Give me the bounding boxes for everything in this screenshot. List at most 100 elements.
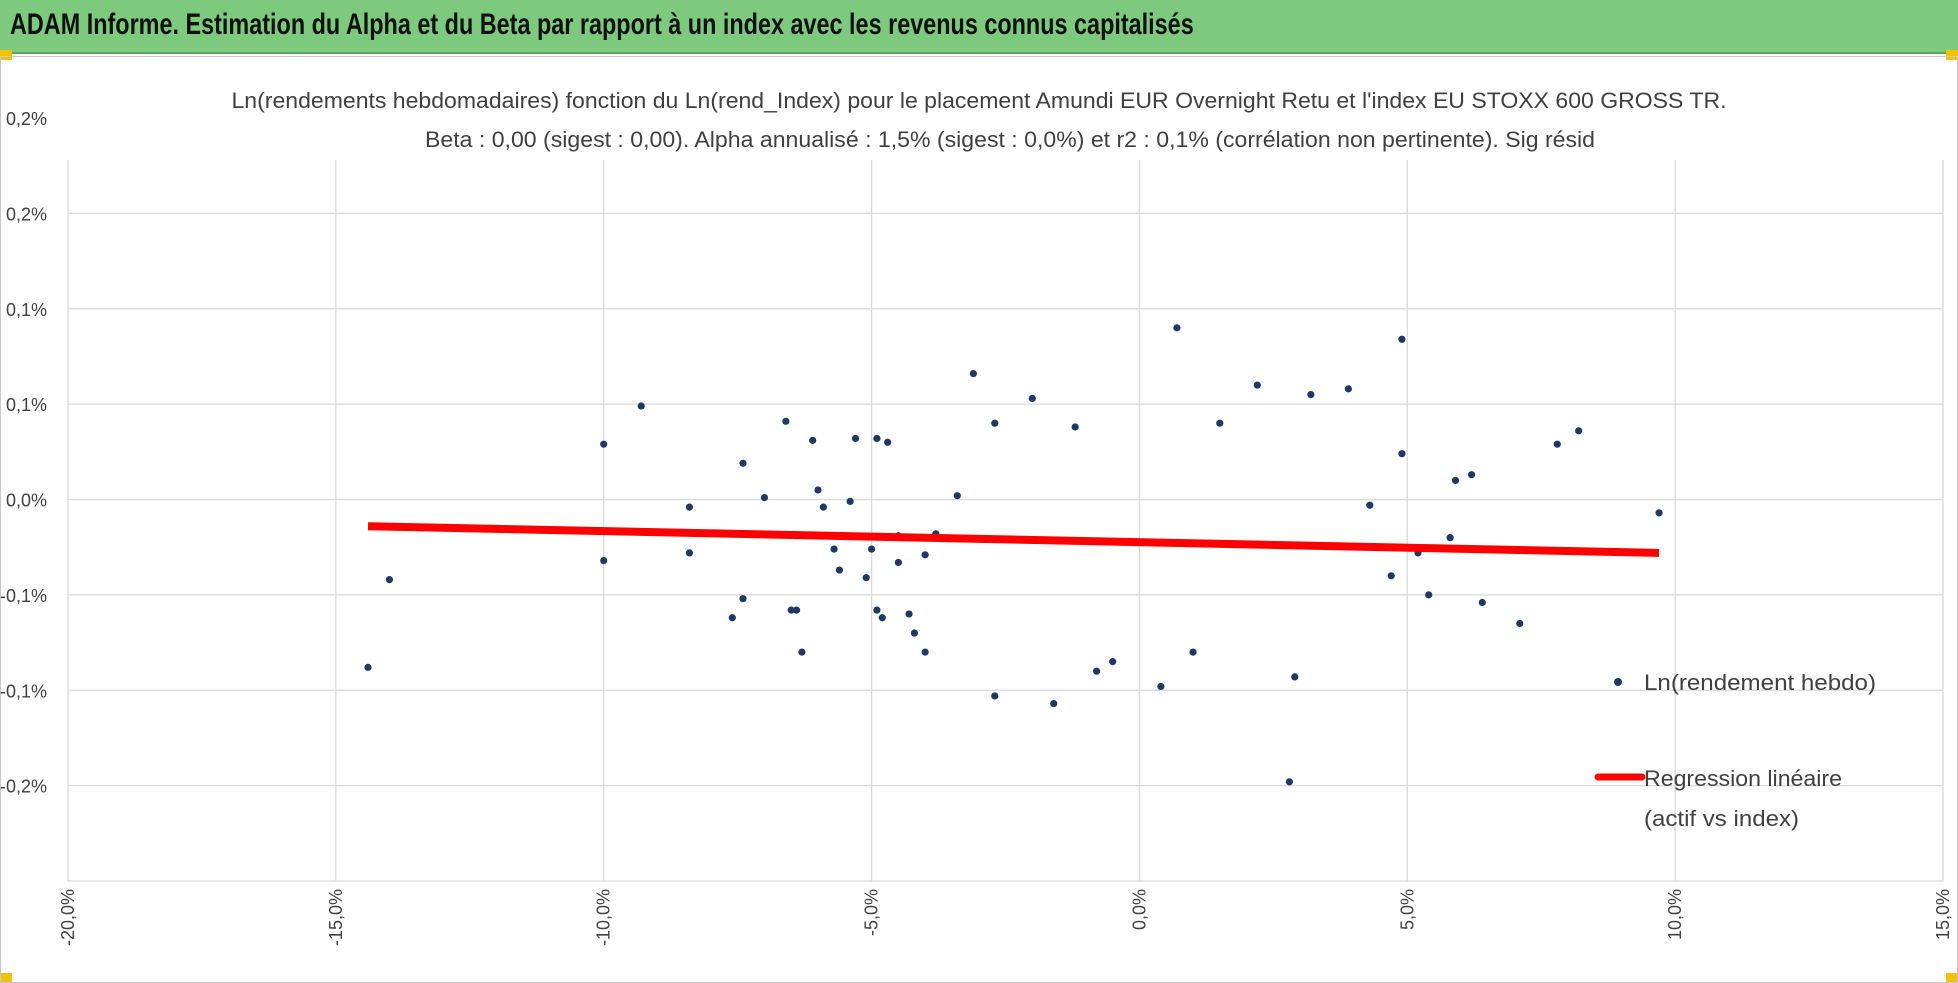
- y-tick-label: -0,1%: [0, 586, 47, 606]
- data-point: [1451, 476, 1460, 485]
- x-tick-label: -10,0%: [594, 889, 614, 946]
- y-tick-label: 0,1%: [6, 395, 47, 415]
- corner-marker-top-right: [1946, 50, 1958, 60]
- legend-scatter-label: Ln(rendement hebdo): [1644, 670, 1876, 695]
- data-point: [1344, 385, 1352, 393]
- data-point: [867, 545, 876, 553]
- data-point: [814, 486, 822, 494]
- data-point: [1467, 471, 1476, 479]
- corner-marker-bottom-right: [1946, 973, 1958, 983]
- data-point: [1387, 572, 1395, 580]
- header-banner: ADAM Informe. Estimation du Alpha et du …: [0, 0, 1958, 54]
- data-point: [600, 440, 608, 448]
- corner-marker-bottom-left: [0, 973, 12, 983]
- grid-lines: [67, 160, 1944, 882]
- x-tick-label: -20,0%: [58, 889, 78, 946]
- data-point: [1307, 390, 1315, 399]
- data-point: [1189, 648, 1197, 656]
- data-point: [873, 434, 881, 443]
- data-point: [685, 549, 694, 557]
- data-point: [1398, 335, 1406, 343]
- legend-scatter-marker: [1614, 678, 1622, 686]
- chart-title-line-2: Beta : 0,00 (sigest : 0,00). Alpha annua…: [425, 127, 1595, 152]
- data-point: [728, 614, 736, 622]
- data-point: [782, 417, 790, 425]
- data-point: [809, 436, 817, 444]
- data-point: [685, 503, 694, 511]
- y-tick-label: 0,2%: [6, 204, 47, 224]
- data-point: [819, 503, 827, 511]
- data-point: [862, 574, 870, 582]
- data-point: [1553, 440, 1561, 448]
- data-point: [385, 576, 394, 584]
- data-point: [905, 610, 913, 618]
- data-point: [921, 648, 929, 656]
- data-point: [787, 606, 795, 614]
- y-tick-label: 0,0%: [6, 491, 47, 511]
- legend-line-label-1: Regression linéaire: [1644, 766, 1842, 791]
- data-point: [830, 545, 838, 553]
- data-point: [1655, 509, 1663, 517]
- data-point: [1173, 324, 1181, 332]
- data-point: [1253, 381, 1261, 389]
- data-point: [1446, 534, 1454, 542]
- data-point: [1478, 598, 1486, 607]
- data-point: [1071, 423, 1079, 431]
- x-tick-labels: -20,0% -15,0% -10,0% -5,0% 0,0% 5,0% 10,0% 15,0…: [58, 889, 1953, 946]
- x-tick-label: 5,0%: [1397, 889, 1417, 930]
- data-point: [792, 606, 801, 614]
- y-tick-label: 0,2%: [6, 109, 47, 129]
- data-point: [1109, 658, 1117, 666]
- data-point: [1575, 427, 1583, 435]
- regression-line-layer: [367, 522, 1660, 557]
- data-point: [1157, 682, 1165, 691]
- data-point: [873, 606, 881, 614]
- corner-marker-top-left: [0, 50, 12, 60]
- y-tick-label: 0,1%: [6, 300, 47, 320]
- data-point: [364, 663, 372, 671]
- data-point: [637, 402, 645, 410]
- regression-line: [367, 522, 1660, 557]
- y-tick-label: -0,1%: [0, 681, 47, 701]
- data-point: [878, 614, 886, 622]
- data-point: [1425, 591, 1433, 599]
- data-point: [991, 419, 999, 427]
- chart-title-line-1: Ln(rendements hebdomadaires) fonction du…: [232, 88, 1727, 113]
- data-point: [1028, 394, 1036, 403]
- data-point: [1216, 419, 1224, 427]
- data-point: [1291, 673, 1299, 681]
- x-tick-label: -5,0%: [862, 889, 882, 936]
- x-tick-label: 15,0%: [1933, 889, 1953, 940]
- data-point: [921, 551, 929, 559]
- data-point: [600, 556, 608, 565]
- data-point: [953, 492, 961, 500]
- data-point: [1398, 450, 1406, 458]
- x-tick-label: -15,0%: [326, 889, 346, 946]
- legend: Ln(rendement hebdo) Regression linéaire …: [1594, 670, 1876, 831]
- data-point: [739, 595, 747, 603]
- x-tick-label: 10,0%: [1665, 889, 1685, 940]
- legend-line-label-2: (actif vs index): [1644, 806, 1799, 831]
- data-point: [760, 493, 769, 502]
- page-title: ADAM Informe. Estimation du Alpha et du …: [10, 8, 1194, 41]
- data-point: [846, 497, 854, 506]
- data-point: [969, 370, 977, 378]
- data-point: [798, 648, 806, 656]
- data-point: [1516, 619, 1524, 628]
- data-point: [851, 434, 860, 443]
- x-tick-label: 0,0%: [1129, 889, 1149, 930]
- data-point: [1050, 700, 1058, 708]
- data-point: [910, 629, 919, 637]
- scatter-points: [364, 324, 1663, 786]
- data-point: [1366, 501, 1374, 509]
- data-point: [739, 459, 747, 467]
- y-tick-labels: 0,2% 0,2% 0,1% 0,1% 0,0% -0,1% -0,1% -0,2%: [0, 109, 47, 797]
- data-point: [991, 692, 999, 700]
- data-point: [884, 438, 892, 446]
- data-point: [1285, 778, 1294, 786]
- data-point: [835, 566, 844, 574]
- y-tick-label: -0,2%: [0, 777, 47, 797]
- data-point: [1092, 667, 1101, 675]
- data-point: [894, 558, 902, 567]
